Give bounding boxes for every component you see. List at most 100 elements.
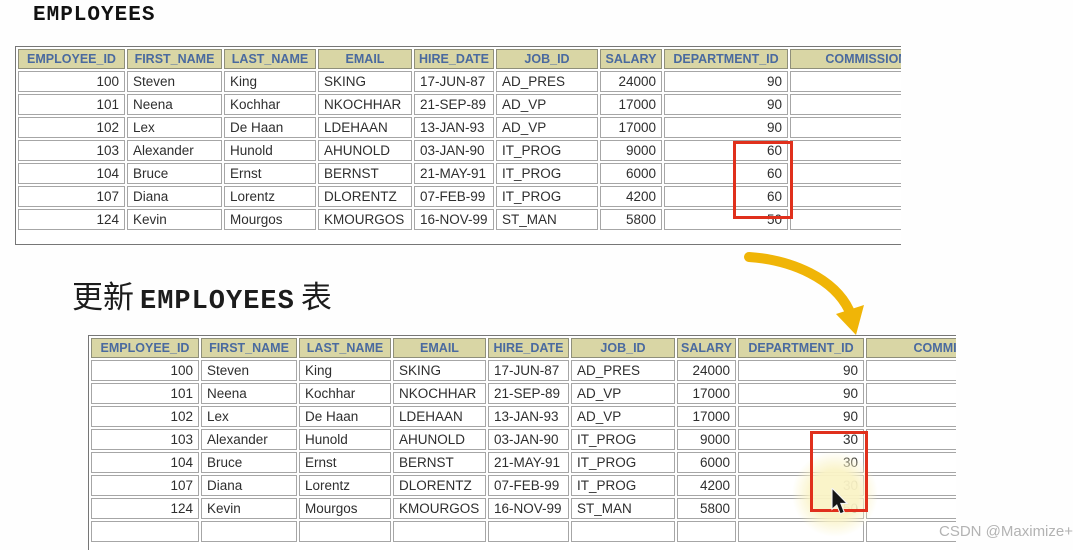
table-cell: 9000 bbox=[600, 140, 662, 161]
table-cell: 107 bbox=[91, 475, 199, 496]
table-cell: AHUNOLD bbox=[393, 429, 486, 450]
table-cell: 16-NOV-99 bbox=[488, 498, 569, 519]
employees-table-before-container: EMPLOYEE_ID FIRST_NAME LAST_NAME EMAIL HIRE_… bbox=[15, 46, 901, 245]
table-cell: Ernst bbox=[224, 163, 316, 184]
table-cell bbox=[790, 186, 901, 207]
table-cell: DLORENTZ bbox=[318, 186, 412, 207]
table-cell: 90 bbox=[664, 117, 788, 138]
table-cell: 101 bbox=[18, 94, 125, 115]
table-cell: 21-SEP-89 bbox=[488, 383, 569, 404]
table-cell: 103 bbox=[91, 429, 199, 450]
table-cell: 5800 bbox=[600, 209, 662, 230]
table-cell: IT_PROG bbox=[571, 452, 675, 473]
table-cell: Hunold bbox=[224, 140, 316, 161]
table-cell bbox=[866, 452, 956, 473]
table-cell: 6000 bbox=[677, 452, 736, 473]
table-cell: 21-SEP-89 bbox=[414, 94, 494, 115]
table-cell bbox=[571, 521, 675, 542]
column-header: HIRE_DATE bbox=[414, 49, 494, 69]
table-cell: Bruce bbox=[201, 452, 297, 473]
table-cell: 24000 bbox=[600, 71, 662, 92]
table-cell bbox=[91, 521, 199, 542]
table-cell: 104 bbox=[18, 163, 125, 184]
table-cell: Lorentz bbox=[224, 186, 316, 207]
table-cell: 07-FEB-99 bbox=[414, 186, 494, 207]
table-cell: 03-JAN-90 bbox=[488, 429, 569, 450]
table-cell: 60 bbox=[664, 186, 788, 207]
table-row: 104 Bruce Ernst BERNST 21-MAY-91 IT_PROG 6000 6… bbox=[18, 163, 901, 184]
table-cell bbox=[866, 521, 956, 542]
table-cell: 90 bbox=[738, 406, 864, 427]
table-cell bbox=[866, 360, 956, 381]
table-cell: Kevin bbox=[127, 209, 222, 230]
header-row: EMPLOYEE_ID FIRST_NAME LAST_NAME EMAIL HIRE_… bbox=[18, 49, 901, 69]
table-cell: 103 bbox=[18, 140, 125, 161]
table-cell: Alexander bbox=[127, 140, 222, 161]
table-cell: SKING bbox=[393, 360, 486, 381]
table-cell: BERNST bbox=[393, 452, 486, 473]
table-cell: 17-JUN-87 bbox=[414, 71, 494, 92]
table-cell: AD_VP bbox=[571, 383, 675, 404]
column-header: SALARY bbox=[600, 49, 662, 69]
table-cell bbox=[790, 94, 901, 115]
table-cell: 90 bbox=[664, 71, 788, 92]
employees-table-after: EMPLOYEE_ID FIRST_NAME LAST_NAME EMAIL HIRE_… bbox=[89, 336, 956, 544]
mouse-cursor-icon bbox=[831, 488, 849, 515]
page-title: EMPLOYEES bbox=[33, 4, 156, 27]
table-cell: 17000 bbox=[677, 383, 736, 404]
update-arrow-icon bbox=[744, 252, 864, 335]
table-cell: DLORENTZ bbox=[393, 475, 486, 496]
table-cell bbox=[790, 140, 901, 161]
table-cell bbox=[677, 521, 736, 542]
table-cell: KMOURGOS bbox=[318, 209, 412, 230]
table-cell: AD_PRES bbox=[496, 71, 598, 92]
table-cell: 102 bbox=[18, 117, 125, 138]
column-header: COMMISSION_P bbox=[790, 49, 901, 69]
table-row: 100 Steven King SKING 17-JUN-87 AD_PRES 24000 9… bbox=[18, 71, 901, 92]
table-row: 102 Lex De Haan LDEHAAN 13-JAN-93 AD_VP 17000 9… bbox=[91, 406, 956, 427]
table-cell: AD_VP bbox=[496, 94, 598, 115]
table-row: 104BruceErnstBERNST21-MAY-91IT_PROG60003… bbox=[91, 452, 956, 473]
table-cell: 90 bbox=[738, 360, 864, 381]
table-row: 103 Alexander Hunold AHUNOLD 03-JAN-90 IT_PRO… bbox=[91, 429, 956, 450]
table-cell: IT_PROG bbox=[496, 140, 598, 161]
column-header: HIRE_DATE bbox=[488, 338, 569, 358]
table-cell bbox=[488, 521, 569, 542]
update-heading-suffix: 表 bbox=[300, 280, 332, 316]
table-cell bbox=[790, 71, 901, 92]
column-header: EMPLOYEE_ID bbox=[18, 49, 125, 69]
update-heading-prefix: 更新 bbox=[72, 280, 134, 316]
table-cell: LDEHAAN bbox=[318, 117, 412, 138]
table-cell: Neena bbox=[127, 94, 222, 115]
table-cell: 100 bbox=[91, 360, 199, 381]
table-cell: De Haan bbox=[224, 117, 316, 138]
column-header: JOB_ID bbox=[496, 49, 598, 69]
table-cell: Neena bbox=[201, 383, 297, 404]
table-cell: 03-JAN-90 bbox=[414, 140, 494, 161]
table-cell bbox=[393, 521, 486, 542]
table-cell: Alexander bbox=[201, 429, 297, 450]
column-header: LAST_NAME bbox=[224, 49, 316, 69]
update-heading: 更新 EMPLOYEES 表 bbox=[72, 272, 332, 317]
table-cell: 07-FEB-99 bbox=[488, 475, 569, 496]
table-cell: 90 bbox=[738, 383, 864, 404]
table-cell: IT_PROG bbox=[571, 475, 675, 496]
table-cell: BERNST bbox=[318, 163, 412, 184]
table-row: 124 Kevin Mourgos KMOURGOS 16-NOV-99 ST_MAN 58… bbox=[18, 209, 901, 230]
table-cell: 60 bbox=[664, 163, 788, 184]
table-cell: 101 bbox=[91, 383, 199, 404]
table-cell: NKOCHHAR bbox=[393, 383, 486, 404]
column-header: SALARY bbox=[677, 338, 736, 358]
table-cell: Diana bbox=[201, 475, 297, 496]
table-row: 103 Alexander Hunold AHUNOLD 03-JAN-90 IT_PRO… bbox=[18, 140, 901, 161]
table-cell: 17000 bbox=[677, 406, 736, 427]
table-cell: NKOCHHAR bbox=[318, 94, 412, 115]
table-cell: 102 bbox=[91, 406, 199, 427]
table-cell bbox=[790, 163, 901, 184]
table-cell: Steven bbox=[127, 71, 222, 92]
table-cell: Lorentz bbox=[299, 475, 391, 496]
highlight-box-dept-60 bbox=[733, 141, 793, 219]
table-row: 101 Neena Kochhar NKOCHHAR 21-SEP-89 AD_VP 170… bbox=[91, 383, 956, 404]
table-cell: 17-JUN-87 bbox=[488, 360, 569, 381]
